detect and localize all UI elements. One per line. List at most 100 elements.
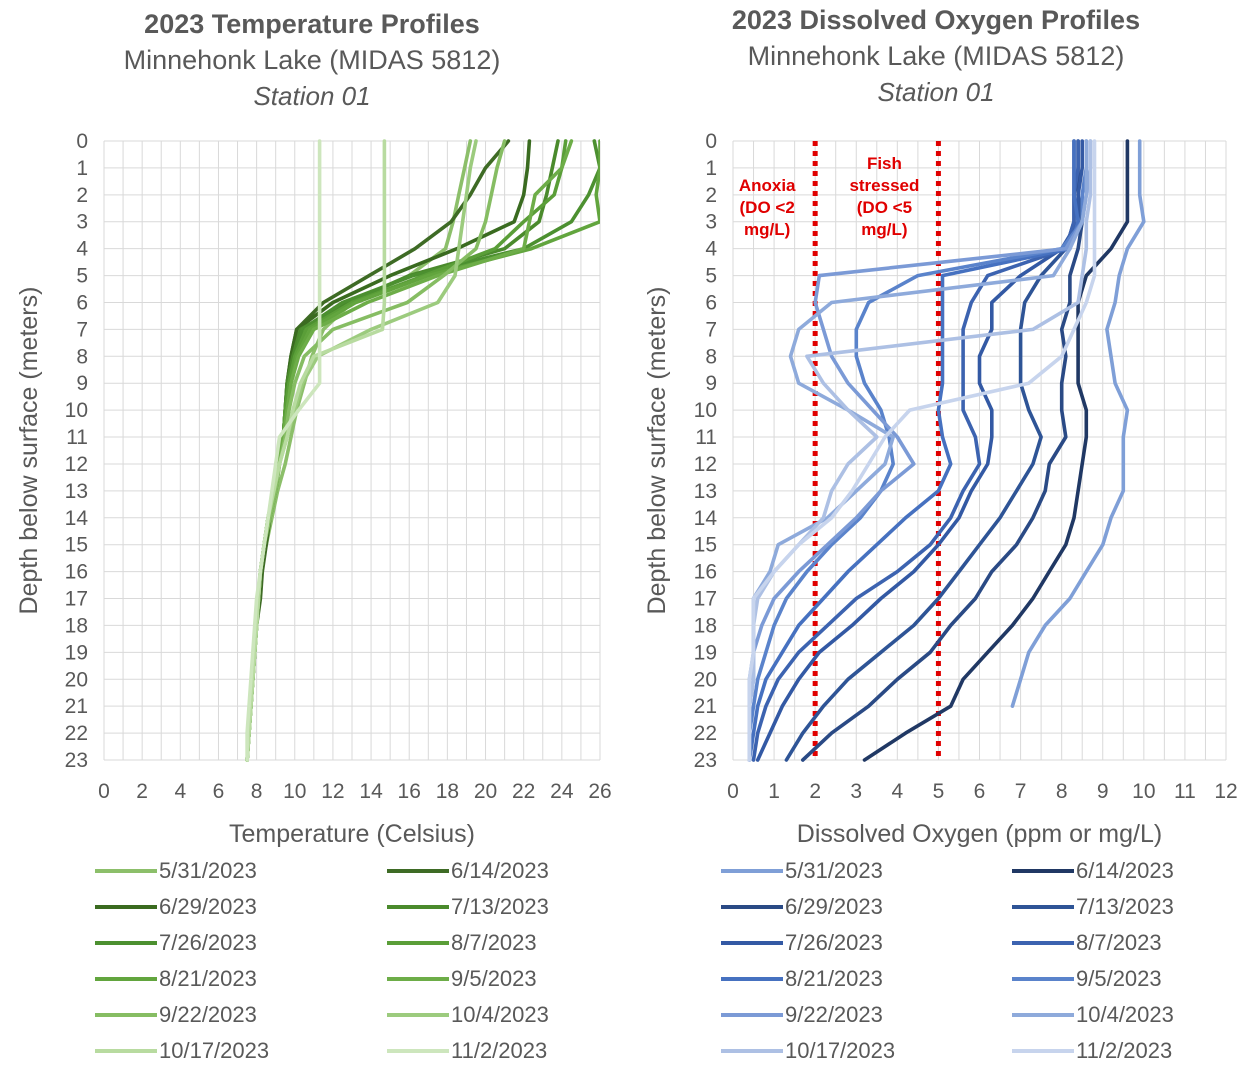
y-tick-label: 0 xyxy=(705,130,717,153)
legend-label: 8/21/2023 xyxy=(159,966,257,991)
series-line-10-17-2023 xyxy=(747,139,1093,762)
legend-swatch xyxy=(387,977,449,981)
y-tick-label: 18 xyxy=(694,614,717,637)
y-tick-label: 21 xyxy=(65,695,88,718)
x-tick-label: 14 xyxy=(359,780,383,803)
reference-line-label: stressed xyxy=(849,176,919,195)
y-tick-label: 19 xyxy=(65,641,88,664)
temperature-plot: 0 2 4 6 8 10 12 14 16 18 20 22 24 2601234567891011121… xyxy=(15,130,612,848)
x-tick-label: 2 xyxy=(809,780,821,803)
y-tick-label: 14 xyxy=(694,507,718,530)
y-tick-label: 11 xyxy=(66,426,88,449)
legend-label: 6/14/2023 xyxy=(451,858,549,883)
legend-swatch xyxy=(387,869,449,873)
chart-subtitle: Minnehonk Lake (MIDAS 5812) xyxy=(747,41,1125,71)
y-tick-label: 18 xyxy=(65,614,88,637)
y-tick-label: 14 xyxy=(65,507,89,530)
legend-label: 8/7/2023 xyxy=(1076,930,1162,955)
x-tick-label: 12 xyxy=(1214,780,1237,803)
x-tick-label: 0 xyxy=(727,780,739,803)
series-group xyxy=(245,139,600,762)
y-tick-label: 20 xyxy=(694,668,717,691)
y-tick-label: 16 xyxy=(694,561,717,584)
legend-label: 8/21/2023 xyxy=(785,966,883,991)
x-tick-label: 26 xyxy=(588,780,611,803)
legend-swatch xyxy=(95,1013,157,1017)
x-tick-label: 7 xyxy=(1015,780,1027,803)
legend-swatch xyxy=(1012,1049,1074,1053)
x-tick-label: 6 xyxy=(974,780,986,803)
legend-swatch xyxy=(721,1049,783,1053)
legend-item: 7/13/2023 xyxy=(387,889,549,925)
x-tick-label: 0 xyxy=(98,780,110,803)
legend-item: 7/26/2023 xyxy=(721,925,883,961)
y-tick-label: 22 xyxy=(694,722,717,745)
y-tick-label: 2 xyxy=(705,184,717,207)
y-tick-label: 12 xyxy=(65,453,88,476)
legend-swatch xyxy=(387,905,449,909)
y-tick-label: 2 xyxy=(76,184,88,207)
legend-item: 8/21/2023 xyxy=(721,961,883,997)
reference-line-label: Fish xyxy=(867,154,902,173)
y-tick-label: 20 xyxy=(65,668,88,691)
legend-item: 7/13/2023 xyxy=(1012,889,1174,925)
legend-label: 7/13/2023 xyxy=(1076,894,1174,919)
y-tick-label: 4 xyxy=(705,238,717,261)
series-group xyxy=(747,139,1146,762)
y-tick-label: 22 xyxy=(65,722,88,745)
x-tick-label: 2 xyxy=(136,780,148,803)
legend-label: 9/5/2023 xyxy=(1076,966,1162,991)
series-line-9-5-2023 xyxy=(747,139,1089,762)
x-tick-label: 4 xyxy=(891,780,903,803)
y-tick-label: 11 xyxy=(695,426,717,449)
y-tick-label: 5 xyxy=(76,265,88,288)
y-tick-label: 8 xyxy=(705,345,717,368)
legend-item: 7/26/2023 xyxy=(95,925,257,961)
y-tick-label: 13 xyxy=(694,480,717,503)
y-tick-label: 3 xyxy=(76,211,88,234)
series-line-6-29-2023 xyxy=(801,139,1085,762)
legend-swatch xyxy=(95,977,157,981)
legend-item: 8/7/2023 xyxy=(1012,925,1162,961)
y-tick-label: 5 xyxy=(705,265,717,288)
y-tick-label: 17 xyxy=(694,588,717,611)
legend-label: 6/29/2023 xyxy=(785,894,883,919)
series-line-7-13-2023 xyxy=(784,139,1076,762)
do-chart-titles: 2023 Dissolved Oxygen Profiles Minnehonk… xyxy=(624,2,1248,110)
legend-label: 10/17/2023 xyxy=(159,1038,270,1063)
legend-swatch xyxy=(721,941,783,945)
x-tick-label: 10 xyxy=(283,780,306,803)
chart-station: Station 01 xyxy=(253,81,371,111)
reference-line-label: mg/L) xyxy=(744,220,790,239)
legend-swatch xyxy=(95,869,157,873)
y-tick-label: 6 xyxy=(76,291,88,314)
legend-item: 9/22/2023 xyxy=(95,997,257,1033)
legend-item: 9/5/2023 xyxy=(387,961,537,997)
temperature-chart-panel: 2023 Temperature Profiles Minnehonk Lake… xyxy=(0,0,624,1063)
chart-station: Station 01 xyxy=(877,77,995,107)
legend-label: 11/2/2023 xyxy=(1076,1038,1173,1063)
legend-label: 7/26/2023 xyxy=(785,930,883,955)
y-tick-label: 21 xyxy=(694,695,717,718)
legend-swatch xyxy=(95,905,157,909)
y-tick-label: 7 xyxy=(705,318,717,341)
legend-item: 5/31/2023 xyxy=(95,853,257,889)
y-tick-label: 1 xyxy=(76,157,88,180)
y-tick-label: 17 xyxy=(65,588,88,611)
legend-item: 9/5/2023 xyxy=(1012,961,1162,997)
legend-swatch xyxy=(721,1013,783,1017)
x-tick-label: 8 xyxy=(1056,780,1068,803)
y-tick-label: 13 xyxy=(65,480,88,503)
y-tick-label: 6 xyxy=(705,291,717,314)
y-tick-label: 23 xyxy=(65,749,88,772)
x-axis-title: Dissolved Oxygen (ppm or mg/L) xyxy=(797,820,1162,848)
grid xyxy=(103,140,601,761)
x-tick-label: 3 xyxy=(850,780,862,803)
y-tick-label: 16 xyxy=(65,561,88,584)
y-tick-label: 15 xyxy=(694,534,717,557)
legend-label: 10/4/2023 xyxy=(451,1002,549,1027)
legend-label: 7/26/2023 xyxy=(159,930,257,955)
x-tick-label: 4 xyxy=(174,780,186,803)
legend-label: 10/4/2023 xyxy=(1076,1002,1174,1027)
y-tick-label: 7 xyxy=(76,318,88,341)
